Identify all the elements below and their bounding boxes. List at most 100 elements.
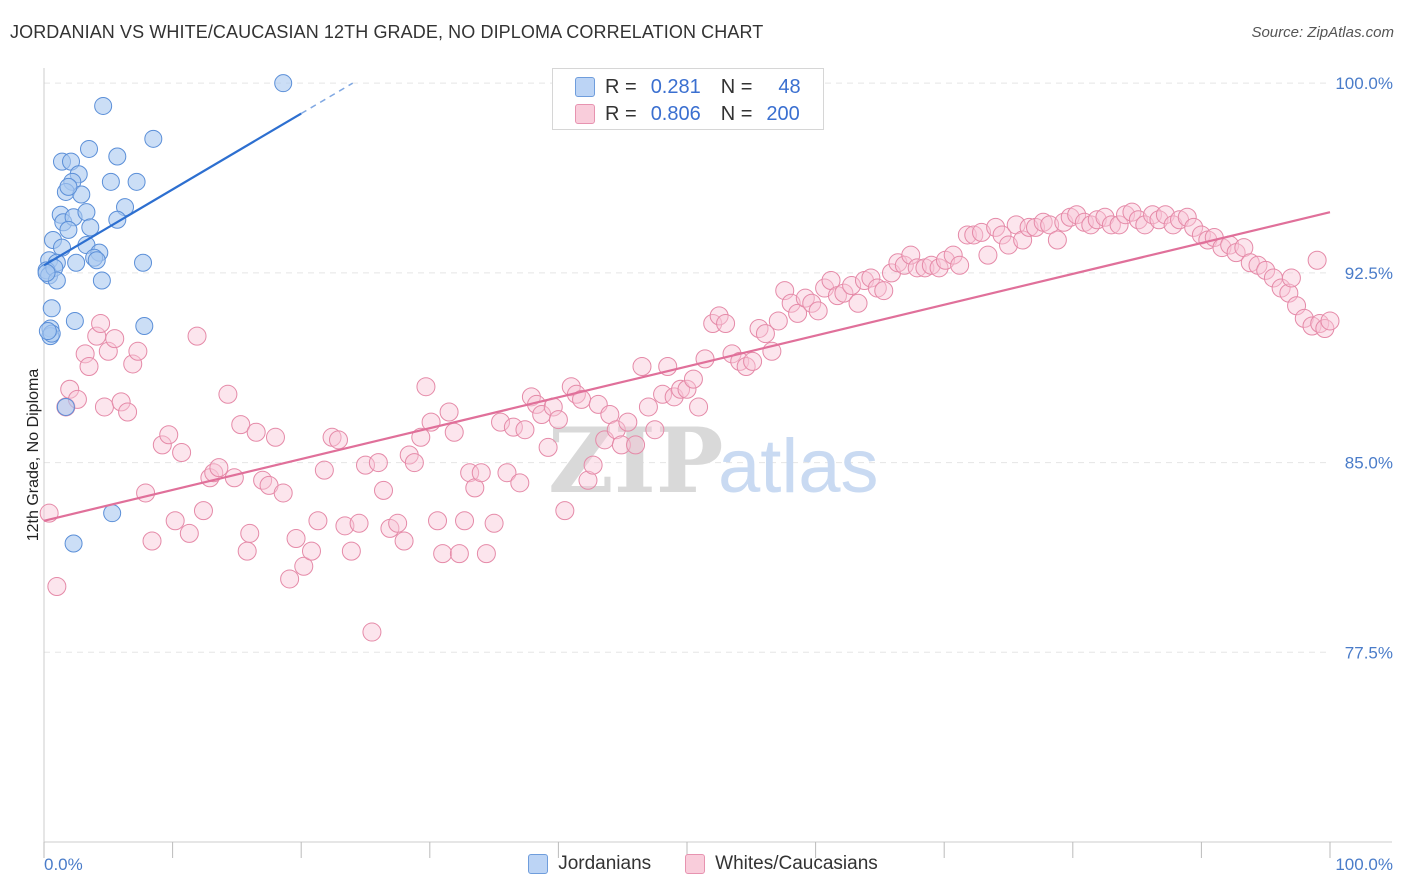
data-point-whites bbox=[986, 217, 1006, 237]
data-point-jordanians bbox=[103, 504, 122, 523]
data-point-whites bbox=[555, 501, 575, 521]
data-point-whites bbox=[1184, 217, 1204, 237]
axes bbox=[43, 68, 1392, 858]
data-point-jordanians bbox=[67, 253, 86, 272]
data-point-whites bbox=[689, 397, 709, 417]
jordanians-points bbox=[37, 74, 293, 553]
legend-row-whites: R = 0.806 N = 200 bbox=[575, 102, 800, 126]
data-point-whites bbox=[439, 402, 459, 422]
data-point-whites bbox=[992, 225, 1012, 245]
data-point-whites bbox=[105, 329, 125, 349]
data-point-whites bbox=[1281, 268, 1301, 288]
data-point-whites bbox=[842, 276, 862, 296]
legend-row-jordanians: R = 0.281 N = 48 bbox=[575, 75, 801, 99]
trend-lines bbox=[43, 82, 1331, 522]
data-point-whites bbox=[632, 356, 652, 376]
data-point-whites bbox=[1256, 260, 1276, 280]
data-point-whites bbox=[743, 351, 763, 371]
data-point-whites bbox=[273, 483, 293, 503]
data-point-whites bbox=[159, 425, 179, 445]
data-point-whites bbox=[204, 463, 224, 483]
data-point-whites bbox=[328, 430, 348, 450]
data-point-whites bbox=[341, 541, 361, 561]
legend-r-value: 0.281 bbox=[650, 75, 701, 98]
data-point-whites bbox=[1067, 205, 1087, 225]
data-point-whites bbox=[929, 258, 949, 278]
data-point-whites bbox=[671, 379, 691, 399]
data-point-whites bbox=[218, 384, 238, 404]
data-point-whites bbox=[152, 435, 172, 455]
data-point-whites bbox=[802, 293, 822, 313]
trend-line-whites bbox=[43, 211, 1331, 522]
data-point-whites bbox=[368, 453, 388, 473]
data-point-whites bbox=[755, 324, 775, 344]
legend-n-value: 48 bbox=[778, 75, 801, 98]
data-point-jordanians bbox=[135, 317, 154, 335]
data-point-whites bbox=[362, 622, 382, 642]
watermark-atlas: atlas bbox=[718, 424, 879, 509]
data-point-jordanians bbox=[92, 271, 111, 290]
chart-title: JORDANIAN VS WHITE/CAUCASIAN 12TH GRADE,… bbox=[10, 22, 764, 42]
data-point-whites bbox=[237, 541, 257, 561]
data-point-whites bbox=[1240, 253, 1260, 273]
data-point-whites bbox=[921, 255, 941, 275]
data-point-whites bbox=[1047, 230, 1067, 250]
legend-swatch-pink bbox=[575, 104, 595, 124]
data-point-whites bbox=[471, 463, 491, 483]
data-point-whites bbox=[253, 470, 273, 490]
data-point-whites bbox=[626, 435, 646, 455]
data-point-jordanians bbox=[64, 534, 83, 553]
legend-label-jordanians: Jordanians bbox=[558, 853, 652, 874]
data-point-whites bbox=[1155, 205, 1175, 225]
data-point-whites bbox=[491, 412, 511, 432]
data-point-whites bbox=[349, 513, 369, 533]
data-point-whites bbox=[455, 511, 475, 531]
data-point-whites bbox=[695, 349, 715, 369]
data-point-whites bbox=[388, 513, 408, 533]
data-point-jordanians bbox=[80, 139, 99, 158]
data-point-whites bbox=[394, 531, 414, 551]
data-point-whites bbox=[716, 313, 736, 333]
data-point-whites bbox=[1109, 215, 1129, 235]
data-point-whites bbox=[476, 544, 496, 564]
data-point-whites bbox=[416, 377, 436, 397]
data-point-whites bbox=[677, 379, 697, 399]
legend-n-value: 200 bbox=[766, 102, 800, 125]
data-point-whites bbox=[515, 420, 535, 440]
data-point-jordanians bbox=[59, 220, 78, 239]
data-point-whites bbox=[999, 235, 1018, 255]
data-point-whites bbox=[308, 511, 328, 531]
data-point-whites bbox=[943, 245, 963, 265]
data-point-whites bbox=[775, 281, 795, 301]
data-point-whites bbox=[91, 313, 111, 333]
data-point-whites bbox=[950, 255, 970, 275]
data-point-whites bbox=[404, 453, 424, 473]
data-point-whites bbox=[1294, 308, 1314, 328]
data-point-whites bbox=[1149, 210, 1169, 230]
data-point-whites bbox=[548, 410, 568, 430]
data-point-whites bbox=[1101, 215, 1121, 235]
stats-legend: R = 0.281 N = 48 R = 0.806 N = 200 bbox=[552, 68, 824, 130]
data-point-whites bbox=[209, 458, 229, 478]
data-point-whites bbox=[795, 288, 815, 308]
data-point-whites bbox=[1128, 210, 1148, 230]
data-point-whites bbox=[1177, 207, 1197, 227]
legend-item-whites: Whites/Caucasians bbox=[685, 853, 878, 875]
y-axis-title: 12th Grade, No Diploma bbox=[25, 369, 42, 542]
data-point-whites bbox=[142, 531, 162, 551]
data-point-whites bbox=[538, 437, 558, 457]
data-point-whites bbox=[128, 341, 148, 361]
data-point-whites bbox=[683, 369, 703, 389]
data-point-whites bbox=[957, 225, 977, 245]
data-point-whites bbox=[449, 544, 469, 564]
data-point-jordanians bbox=[94, 96, 113, 115]
data-point-whites bbox=[1307, 250, 1327, 270]
x-tick-label: 100.0% bbox=[1335, 855, 1393, 874]
data-point-whites bbox=[788, 303, 808, 323]
data-point-whites bbox=[1019, 217, 1039, 237]
data-point-whites bbox=[874, 281, 894, 301]
data-point-jordanians bbox=[134, 253, 153, 272]
data-point-whites bbox=[611, 435, 631, 455]
trend-line-jordanians-extension bbox=[300, 82, 354, 115]
